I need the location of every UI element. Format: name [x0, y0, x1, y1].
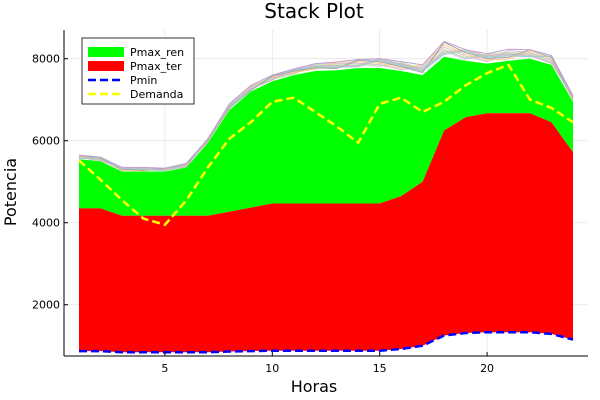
- line-demanda: [78, 63, 574, 227]
- legend-swatch-pmax-ter: [88, 61, 124, 71]
- legend-label-demanda: Demanda: [130, 88, 183, 101]
- x-tick-label: 15: [373, 362, 387, 375]
- axes: [63, 30, 588, 357]
- tick-labels: 5 10 15 20 2000 4000 6000 8000: [32, 53, 494, 375]
- series-layer: [78, 56, 574, 354]
- x-tick-label: 20: [480, 362, 494, 375]
- chart-title: Stack Plot: [264, 0, 364, 23]
- x-axis-label: Horas: [291, 377, 338, 396]
- line-pmin: [79, 330, 574, 354]
- y-tick-label: 6000: [32, 135, 60, 148]
- scenario-line: [78, 50, 574, 172]
- scenario-envelope-line: [78, 40, 574, 169]
- y-axis-label: Potencia: [1, 158, 20, 226]
- area-pmax-ter: [79, 113, 573, 353]
- legend-swatch-pmax-ren: [88, 47, 124, 57]
- scenario-line: [78, 50, 574, 171]
- y-tick-label: 2000: [32, 299, 60, 312]
- legend-label-pmax-ren: Pmax_ren: [130, 46, 184, 59]
- x-tick-label: 10: [265, 362, 279, 375]
- x-tick-label: 5: [161, 362, 168, 375]
- legend-label-pmin: Pmin: [130, 74, 157, 87]
- scenario-lines: [78, 40, 574, 172]
- legend-label-pmax-ter: Pmax_ter: [130, 60, 182, 73]
- legend: Pmax_ren Pmax_ter Pmin Demanda: [81, 37, 195, 105]
- y-tick-label: 4000: [32, 217, 60, 230]
- y-tick-label: 8000: [32, 53, 60, 66]
